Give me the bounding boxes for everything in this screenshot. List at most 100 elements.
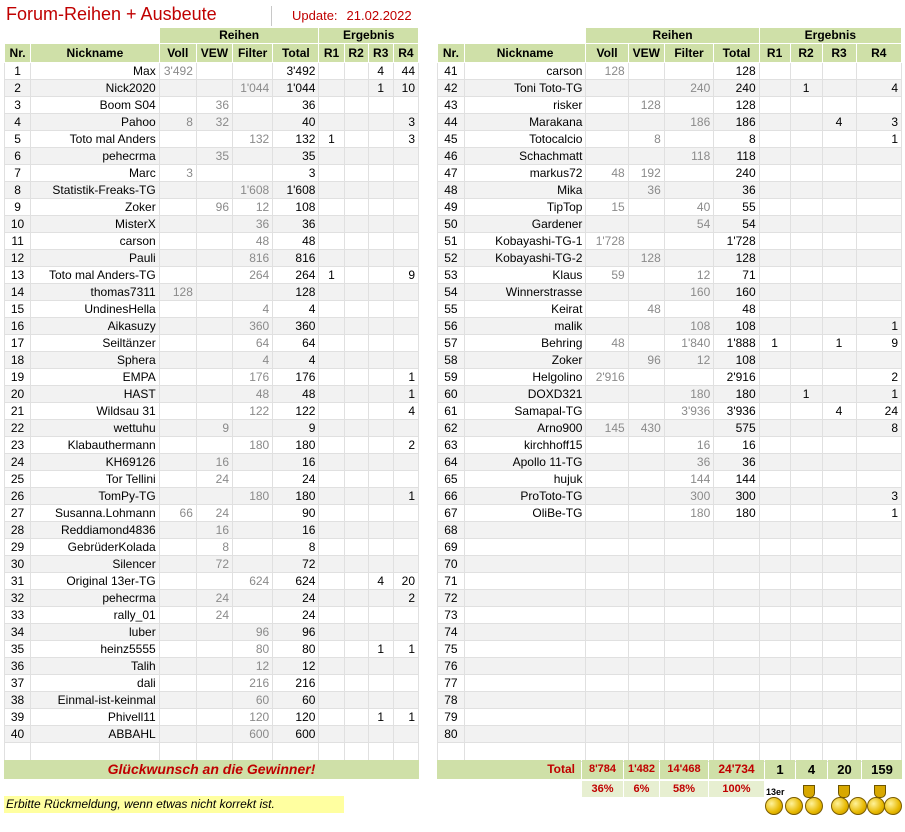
row-voll xyxy=(585,470,629,488)
row-r2 xyxy=(343,317,369,335)
row-total: 816 xyxy=(272,249,320,267)
row-nickname xyxy=(463,623,587,641)
row-vew xyxy=(195,402,234,420)
row-voll xyxy=(158,589,197,607)
row-nickname: Totocalcio xyxy=(463,130,587,148)
row-r2 xyxy=(343,164,369,182)
row-nickname xyxy=(463,657,587,675)
winner-icons: 13er xyxy=(763,781,902,815)
table-row: 37 dali 216 216 xyxy=(3,674,420,692)
row-filter: 12 xyxy=(232,657,274,675)
row-r4: 1 xyxy=(855,504,903,522)
row-nr: 75 xyxy=(437,640,465,658)
row-nr: 52 xyxy=(437,249,465,267)
row-nr: 19 xyxy=(3,368,32,386)
row-voll xyxy=(585,147,629,165)
totals-row: Total 8'784 1'482 14'468 24'734 1 4 20 1… xyxy=(437,760,902,779)
row-nr: 26 xyxy=(3,487,32,505)
table-row: 65 hujuk 144 144 xyxy=(437,470,903,488)
row-r3 xyxy=(821,130,857,148)
row-nickname: Toto mal Anders xyxy=(30,130,160,148)
percent-total: 100% xyxy=(709,781,764,797)
row-r1 xyxy=(318,215,345,233)
row-r3 xyxy=(367,504,394,522)
row-r4 xyxy=(855,572,903,590)
row-voll: 1'728 xyxy=(585,232,629,250)
row-voll: 15 xyxy=(585,198,629,216)
table-row: 23 Klabauthermann 180 180 2 xyxy=(3,436,420,454)
row-r3 xyxy=(367,96,394,114)
row-r1 xyxy=(318,538,345,556)
total-total: 24'734 xyxy=(709,760,764,779)
row-r2 xyxy=(789,623,823,641)
row-nickname: ABBAHL xyxy=(30,725,160,743)
row-nickname xyxy=(463,555,587,573)
row-r1 xyxy=(758,606,791,624)
row-vew xyxy=(627,453,665,471)
row-r2 xyxy=(789,487,823,505)
row-total: 180 xyxy=(713,385,760,403)
row-total: 180 xyxy=(272,436,320,454)
row-nr: 4 xyxy=(3,113,32,131)
row-vew xyxy=(195,436,234,454)
row-r4 xyxy=(855,266,903,284)
row-r1 xyxy=(318,657,345,675)
row-vew: 8 xyxy=(627,130,665,148)
row-filter xyxy=(232,589,274,607)
row-vew xyxy=(627,113,665,131)
row-voll xyxy=(585,657,629,675)
row-r4 xyxy=(392,419,420,437)
total-vew: 1'482 xyxy=(624,760,659,779)
row-total: 1'728 xyxy=(713,232,760,250)
row-r2 xyxy=(789,725,823,743)
row-vew xyxy=(627,402,665,420)
row-nickname: DOXD321 xyxy=(463,385,587,403)
row-r2 xyxy=(789,657,823,675)
row-nr: 71 xyxy=(437,572,465,590)
row-filter: 186 xyxy=(663,113,715,131)
row-r3 xyxy=(367,300,394,318)
table-row: 76 xyxy=(437,657,903,675)
table-row: 35 heinz5555 80 80 1 1 xyxy=(3,640,420,658)
row-r3 xyxy=(367,521,394,539)
row-voll xyxy=(158,79,197,97)
row-filter: 300 xyxy=(663,487,715,505)
row-r2 xyxy=(789,334,823,352)
row-nr: 65 xyxy=(437,470,465,488)
row-r2 xyxy=(789,674,823,692)
row-nr: 76 xyxy=(437,657,465,675)
row-vew xyxy=(627,385,665,403)
row-total: 80 xyxy=(272,640,320,658)
13er-smiley-icon: 13er xyxy=(765,787,785,815)
row-r4 xyxy=(392,147,420,165)
row-r4 xyxy=(392,232,420,250)
table-row: 77 xyxy=(437,674,903,692)
row-vew xyxy=(195,249,234,267)
row-total: 240 xyxy=(713,79,760,97)
row-filter xyxy=(663,640,715,658)
row-nr: 60 xyxy=(437,385,465,403)
row-nickname: Gardener xyxy=(463,215,587,233)
row-filter xyxy=(232,164,274,182)
table-row: 70 xyxy=(437,555,903,573)
row-r3 xyxy=(367,181,394,199)
row-vew xyxy=(627,691,665,709)
table-row: 57 Behring 48 1'840 1'888 1 1 9 xyxy=(437,334,903,352)
row-nr: 58 xyxy=(437,351,465,369)
row-nr: 12 xyxy=(3,249,32,267)
row-r2 xyxy=(343,62,369,80)
row-voll: 48 xyxy=(585,164,629,182)
row-r3 xyxy=(367,147,394,165)
update-date: 21.02.2022 xyxy=(346,8,412,23)
row-voll: 3 xyxy=(158,164,197,182)
row-r2 xyxy=(789,181,823,199)
row-nickname: Toto mal Anders-TG xyxy=(30,266,160,284)
table-row: 24 KH69126 16 16 xyxy=(3,453,420,471)
row-nickname xyxy=(463,538,587,556)
row-r1 xyxy=(318,725,345,743)
row-filter: 96 xyxy=(232,623,274,641)
row-r4 xyxy=(855,725,903,743)
row-filter: 176 xyxy=(232,368,274,386)
row-r2 xyxy=(789,589,823,607)
row-r2 xyxy=(343,249,369,267)
